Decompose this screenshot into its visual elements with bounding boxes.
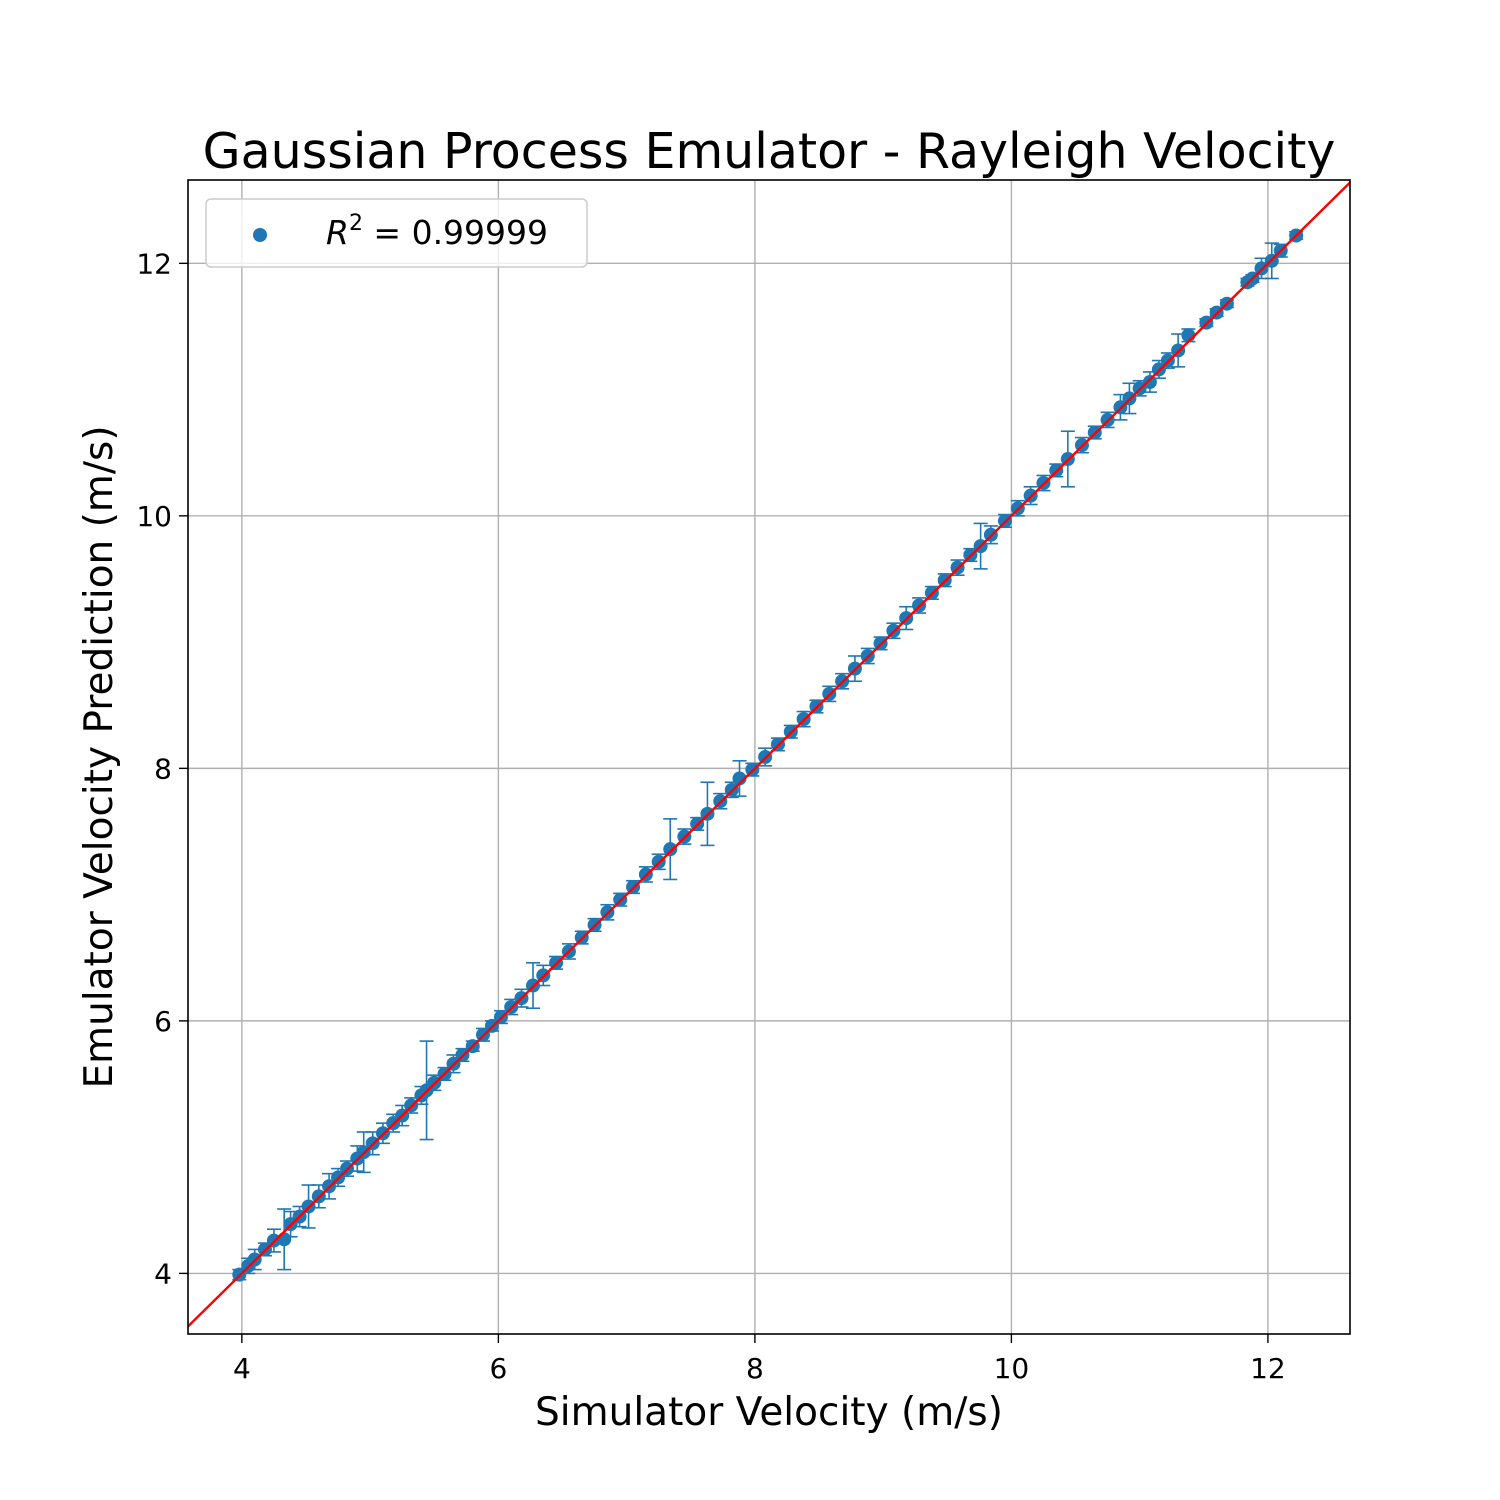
grid-lines [188, 180, 1350, 1334]
legend-label: R2 = 0.99999 [326, 211, 548, 252]
legend-frame [205, 198, 588, 268]
legend-marker [253, 228, 267, 242]
x-tick-label: 4 [233, 1352, 251, 1385]
data-point [1142, 375, 1157, 390]
plot-frame [187, 179, 1351, 1335]
y-tick-label: 12 [136, 247, 172, 280]
data-point [732, 771, 747, 786]
y-tick-label: 10 [136, 500, 172, 533]
y-axis-label: Emulator Velocity Prediction (m/s) [77, 425, 122, 1088]
axis-ticks: 4 6 8 10 12 4 6 8 10 12 [136, 247, 1285, 1385]
y-tick-label: 6 [154, 1005, 172, 1038]
data-point [277, 1232, 292, 1247]
x-tick-label: 10 [994, 1352, 1030, 1385]
x-tick-label: 12 [1250, 1352, 1286, 1385]
legend: R2 = 0.99999 [205, 198, 588, 268]
data-point [663, 842, 678, 857]
data-layer [188, 180, 1350, 1329]
x-axis-label: Simulator Velocity (m/s) [535, 1390, 1003, 1435]
y-tick-label: 4 [154, 1257, 172, 1290]
y-tick-label: 8 [154, 752, 172, 785]
x-tick-label: 6 [489, 1352, 507, 1385]
x-tick-label: 8 [746, 1352, 764, 1385]
chart-title: Gaussian Process Emulator - Rayleigh Vel… [203, 123, 1336, 180]
identity-line [188, 180, 1350, 1329]
